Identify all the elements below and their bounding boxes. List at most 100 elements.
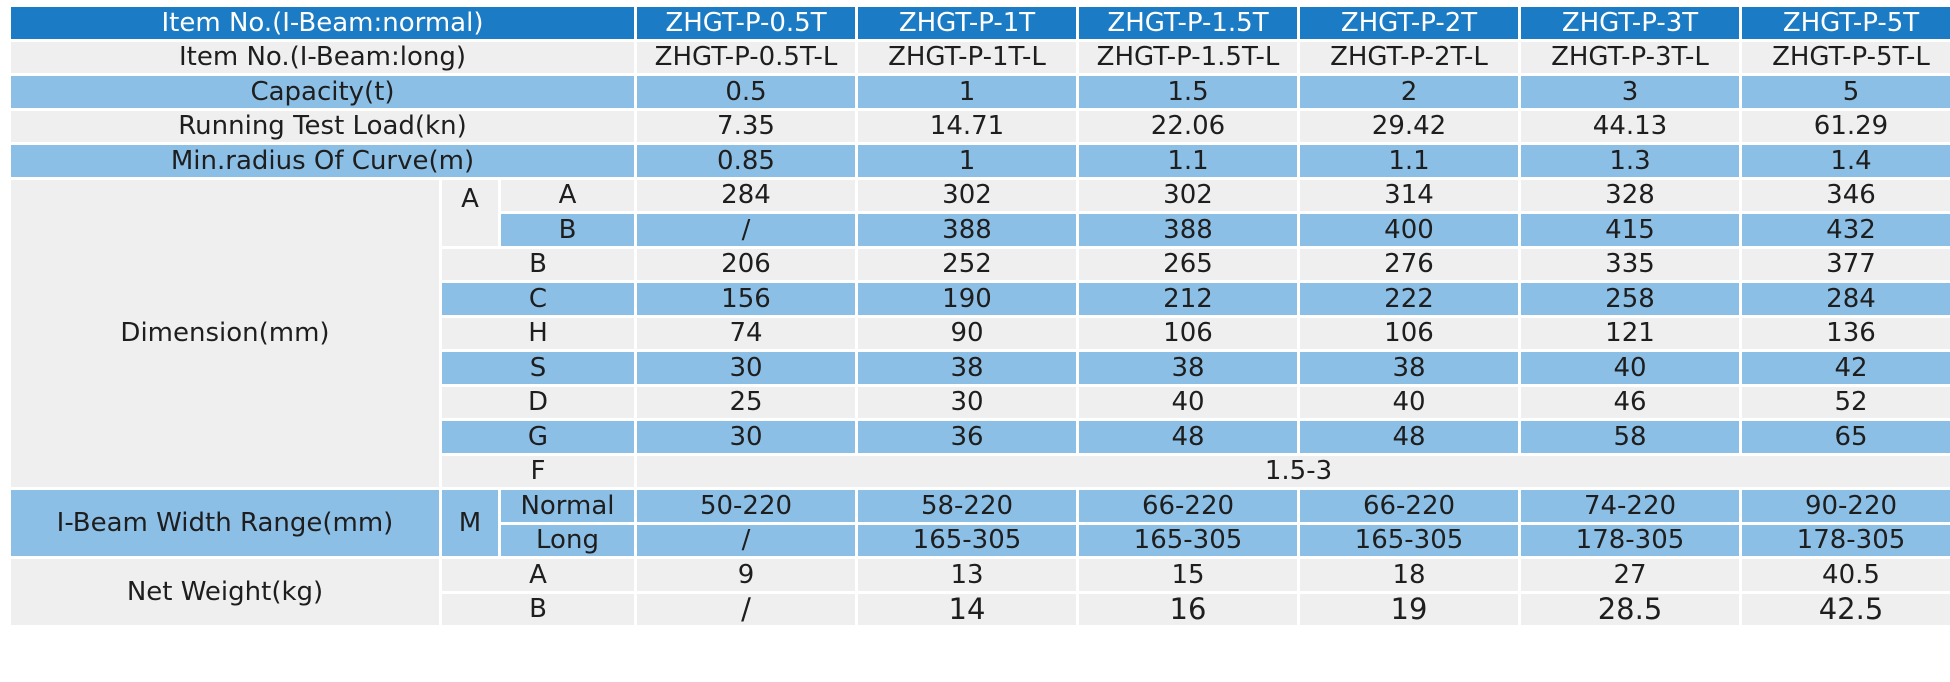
dimension-a-a-label: A [501, 179, 634, 211]
item-no-long-label: Item No.(I-Beam:long) [11, 41, 634, 73]
table-cell: 328 [1521, 179, 1739, 211]
dimension-f-value: 1.5-3 [637, 455, 1950, 487]
table-cell: 40 [1300, 386, 1518, 418]
capacity-row: Capacity(t) 0.5 1 1.5 2 3 5 [11, 76, 1950, 108]
table-cell: 206 [637, 248, 855, 280]
beam-width-long-label: Long [501, 524, 634, 556]
model-header: ZHGT-P-3T [1521, 7, 1739, 39]
table-cell: 44.13 [1521, 110, 1739, 142]
table-cell: 27 [1521, 559, 1739, 591]
table-cell: 38 [1079, 352, 1297, 384]
dimension-g-label: G [442, 421, 634, 453]
table-cell: 22.06 [1079, 110, 1297, 142]
table-cell: ZHGT-P-5T-L [1742, 41, 1950, 73]
table-cell: 19 [1300, 593, 1518, 625]
table-cell: 30 [858, 386, 1076, 418]
table-cell: 16 [1079, 593, 1297, 625]
table-cell: 335 [1521, 248, 1739, 280]
table-cell: 156 [637, 283, 855, 315]
test-load-label: Running Test Load(kn) [11, 110, 634, 142]
table-cell: 302 [1079, 179, 1297, 211]
dimension-label: Dimension(mm) [11, 179, 439, 487]
table-cell: 15 [1079, 559, 1297, 591]
table-cell: 74-220 [1521, 490, 1739, 522]
table-cell: 252 [858, 248, 1076, 280]
table-cell: 38 [1300, 352, 1518, 384]
table-cell: 165-305 [1079, 524, 1297, 556]
dimension-h-row: H 74 90 106 106 121 136 [11, 317, 1950, 349]
dimension-group-a: A [442, 179, 498, 246]
table-cell: 258 [1521, 283, 1739, 315]
dimension-a-b-label: B [501, 214, 634, 246]
beam-width-normal-label: Normal [501, 490, 634, 522]
dimension-f-label: F [442, 455, 634, 487]
table-cell: 1.1 [1300, 145, 1518, 177]
table-cell: 0.5 [637, 76, 855, 108]
table-cell: 178-305 [1742, 524, 1950, 556]
table-cell: 7.35 [637, 110, 855, 142]
table-cell: 302 [858, 179, 1076, 211]
table-cell: 1 [858, 145, 1076, 177]
table-cell: 190 [858, 283, 1076, 315]
table-cell: 276 [1300, 248, 1518, 280]
net-weight-b-label: B [442, 593, 634, 625]
dimension-s-row: S 30 38 38 38 40 42 [11, 352, 1950, 384]
table-cell: ZHGT-P-3T-L [1521, 41, 1739, 73]
net-weight-label: Net Weight(kg) [11, 559, 439, 625]
dimension-d-label: D [442, 386, 634, 418]
min-radius-label: Min.radius Of Curve(m) [11, 145, 634, 177]
table-cell: ZHGT-P-1.5T-L [1079, 41, 1297, 73]
dimension-d-row: D 25 30 40 40 46 52 [11, 386, 1950, 418]
table-cell: 346 [1742, 179, 1950, 211]
dimension-g-row: G 30 36 48 48 58 65 [11, 421, 1950, 453]
dimension-h-label: H [442, 317, 634, 349]
model-header: ZHGT-P-5T [1742, 7, 1950, 39]
table-cell: 1.1 [1079, 145, 1297, 177]
table-cell: 178-305 [1521, 524, 1739, 556]
table-cell: 136 [1742, 317, 1950, 349]
dimension-c-label: C [442, 283, 634, 315]
spec-table: Item No.(I-Beam:normal) ZHGT-P-0.5T ZHGT… [8, 4, 1950, 628]
dimension-a-b-row: B / 388 388 400 415 432 [11, 214, 1950, 246]
table-cell: 48 [1079, 421, 1297, 453]
table-cell: 3 [1521, 76, 1739, 108]
table-cell: 28.5 [1521, 593, 1739, 625]
beam-width-group-m: M [442, 490, 498, 556]
table-cell: 65 [1742, 421, 1950, 453]
test-load-row: Running Test Load(kn) 7.35 14.71 22.06 2… [11, 110, 1950, 142]
table-cell: 30 [637, 352, 855, 384]
beam-width-long-row: Long / 165-305 165-305 165-305 178-305 1… [11, 524, 1950, 556]
table-cell: 14.71 [858, 110, 1076, 142]
table-cell: 48 [1300, 421, 1518, 453]
model-header: ZHGT-P-1T [858, 7, 1076, 39]
table-cell: 36 [858, 421, 1076, 453]
min-radius-row: Min.radius Of Curve(m) 0.85 1 1.1 1.1 1.… [11, 145, 1950, 177]
table-cell: 377 [1742, 248, 1950, 280]
beam-width-label: I-Beam Width Range(mm) [11, 490, 439, 556]
table-cell: 9 [637, 559, 855, 591]
table-cell: 432 [1742, 214, 1950, 246]
table-cell: 61.29 [1742, 110, 1950, 142]
table-cell: 1.5 [1079, 76, 1297, 108]
table-cell: 1 [858, 76, 1076, 108]
beam-width-normal-row: I-Beam Width Range(mm) M Normal 50-220 5… [11, 490, 1950, 556]
table-cell: 284 [637, 179, 855, 211]
table-cell: 29.42 [1300, 110, 1518, 142]
table-cell: 40.5 [1742, 559, 1950, 591]
table-cell: 284 [1742, 283, 1950, 315]
table-cell: 165-305 [1300, 524, 1518, 556]
header-row: Item No.(I-Beam:normal) ZHGT-P-0.5T ZHGT… [11, 7, 1950, 39]
table-cell: 5 [1742, 76, 1950, 108]
table-cell: 106 [1079, 317, 1297, 349]
item-no-normal-label: Item No.(I-Beam:normal) [11, 7, 634, 39]
table-cell: 42 [1742, 352, 1950, 384]
table-cell: 46 [1521, 386, 1739, 418]
table-cell: 222 [1300, 283, 1518, 315]
dimension-a-a-row: Dimension(mm) A A 284 302 302 314 328 34… [11, 179, 1950, 487]
table-cell: 106 [1300, 317, 1518, 349]
table-cell: 18 [1300, 559, 1518, 591]
table-cell: 90 [858, 317, 1076, 349]
table-cell: / [637, 593, 855, 625]
model-header: ZHGT-P-0.5T [637, 7, 855, 39]
model-header: ZHGT-P-1.5T [1079, 7, 1297, 39]
